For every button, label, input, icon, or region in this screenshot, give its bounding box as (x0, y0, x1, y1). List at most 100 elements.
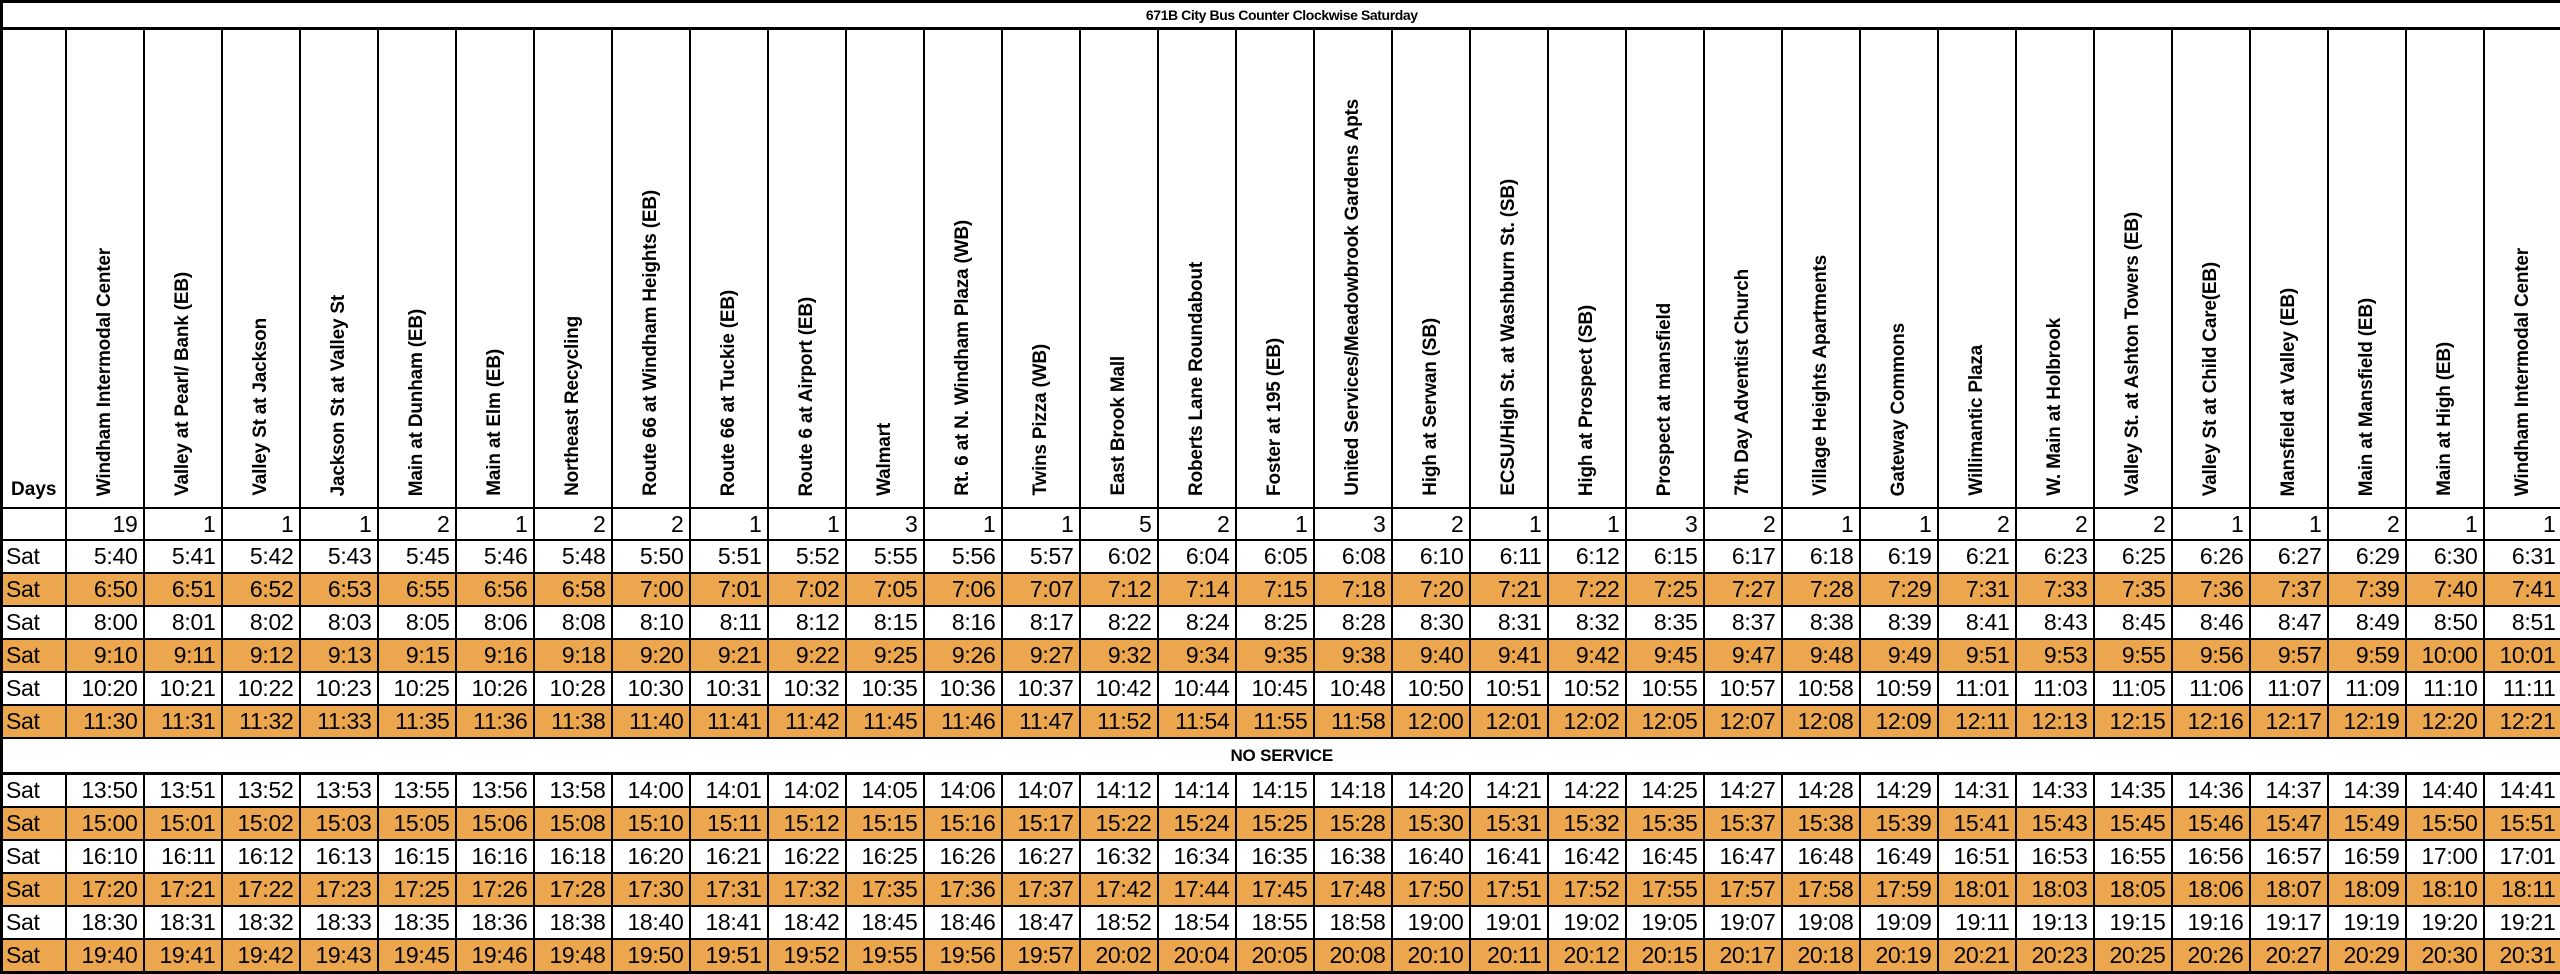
time-cell: 9:40 (1392, 639, 1470, 672)
time-cell: 20:12 (1548, 939, 1626, 973)
time-cell: 11:01 (1938, 672, 2016, 705)
time-cell: 14:18 (1314, 774, 1392, 808)
time-cell: 19:05 (1626, 906, 1704, 939)
time-cell: 10:37 (1002, 672, 1080, 705)
time-cell: 8:32 (1548, 606, 1626, 639)
stop-name: Windham Intermodal Center (95, 248, 115, 496)
time-cell: 6:18 (1782, 540, 1860, 573)
time-cell: 20:15 (1626, 939, 1704, 973)
stop-header-cell: Rt. 6 at N. Windham Plaza (WB) (924, 29, 1002, 509)
time-cell: 15:08 (534, 807, 612, 840)
stop-header-cell: High at Prospect (SB) (1548, 29, 1626, 509)
stop-name: Main at High (EB) (2435, 342, 2455, 496)
time-cell: 17:26 (456, 873, 534, 906)
day-cell: Sat (2, 873, 66, 906)
time-cell: 18:07 (2250, 873, 2328, 906)
stop-header-cell: Roberts Lane Roundabout (1158, 29, 1236, 509)
time-cell: 5:57 (1002, 540, 1080, 573)
time-cell: 14:00 (612, 774, 690, 808)
time-cell: 14:15 (1236, 774, 1314, 808)
time-cell: 9:42 (1548, 639, 1626, 672)
time-cell: 17:22 (222, 873, 300, 906)
time-cell: 6:17 (1704, 540, 1782, 573)
time-cell: 19:11 (1938, 906, 2016, 939)
time-cell: 16:20 (612, 840, 690, 873)
time-cell: 9:15 (378, 639, 456, 672)
time-cell: 8:38 (1782, 606, 1860, 639)
stop-name: Valley St at Child Care(EB) (2201, 262, 2221, 496)
time-cell: 8:41 (1938, 606, 2016, 639)
time-cell: 9:38 (1314, 639, 1392, 672)
time-cell: 6:55 (378, 573, 456, 606)
stop-number-cell: 2 (1704, 508, 1782, 540)
time-cell: 16:41 (1470, 840, 1548, 873)
time-cell: 5:46 (456, 540, 534, 573)
time-cell: 9:22 (768, 639, 846, 672)
time-cell: 7:07 (1002, 573, 1080, 606)
stop-header-cell: Gateway Commons (1860, 29, 1938, 509)
time-cell: 15:39 (1860, 807, 1938, 840)
stop-header-cell: Valley St. at Ashton Towers (EB) (2094, 29, 2172, 509)
time-cell: 17:51 (1470, 873, 1548, 906)
stop-name: East Brook Mall (1109, 356, 1129, 496)
time-cell: 17:20 (66, 873, 144, 906)
time-cell: 7:36 (2172, 573, 2250, 606)
time-cell: 17:45 (1236, 873, 1314, 906)
time-cell: 19:20 (2406, 906, 2484, 939)
time-cell: 13:56 (456, 774, 534, 808)
time-cell: 19:42 (222, 939, 300, 973)
time-cell: 17:00 (2406, 840, 2484, 873)
stop-header-cell: Windham Intermodal Center (2484, 29, 2560, 509)
time-cell: 18:30 (66, 906, 144, 939)
time-cell: 9:59 (2328, 639, 2406, 672)
time-cell: 19:07 (1704, 906, 1782, 939)
time-cell: 10:28 (534, 672, 612, 705)
time-cell: 8:35 (1626, 606, 1704, 639)
time-cell: 13:58 (534, 774, 612, 808)
time-cell: 18:01 (1938, 873, 2016, 906)
time-cell: 11:07 (2250, 672, 2328, 705)
time-cell: 18:42 (768, 906, 846, 939)
time-cell: 11:33 (300, 705, 378, 738)
time-cell: 13:53 (300, 774, 378, 808)
stop-header-cell: East Brook Mall (1080, 29, 1158, 509)
time-cell: 6:08 (1314, 540, 1392, 573)
time-cell: 15:43 (2016, 807, 2094, 840)
stop-name: High at Prospect (SB) (1577, 305, 1597, 496)
time-cell: 9:16 (456, 639, 534, 672)
time-cell: 7:18 (1314, 573, 1392, 606)
time-cell: 7:31 (1938, 573, 2016, 606)
time-cell: 9:11 (144, 639, 222, 672)
time-cell: 19:21 (2484, 906, 2560, 939)
time-cell: 11:03 (2016, 672, 2094, 705)
stop-name: Main at Mansfield (EB) (2357, 298, 2377, 496)
time-cell: 11:11 (2484, 672, 2560, 705)
day-cell: Sat (2, 807, 66, 840)
time-cell: 18:06 (2172, 873, 2250, 906)
time-cell: 12:13 (2016, 705, 2094, 738)
time-cell: 8:47 (2250, 606, 2328, 639)
stop-header-cell: Valley St at Jackson (222, 29, 300, 509)
time-cell: 6:56 (456, 573, 534, 606)
time-cell: 17:55 (1626, 873, 1704, 906)
time-cell: 6:26 (2172, 540, 2250, 573)
time-cell: 7:29 (1860, 573, 1938, 606)
stop-name: Route 66 at Tuckie (EB) (719, 290, 739, 496)
time-cell: 15:41 (1938, 807, 2016, 840)
time-cell: 8:28 (1314, 606, 1392, 639)
time-cell: 11:47 (1002, 705, 1080, 738)
time-cell: 5:51 (690, 540, 768, 573)
time-cell: 10:31 (690, 672, 768, 705)
stop-number-cell: 2 (534, 508, 612, 540)
time-cell: 5:52 (768, 540, 846, 573)
time-cell: 10:21 (144, 672, 222, 705)
time-cell: 11:36 (456, 705, 534, 738)
time-cell: 14:25 (1626, 774, 1704, 808)
